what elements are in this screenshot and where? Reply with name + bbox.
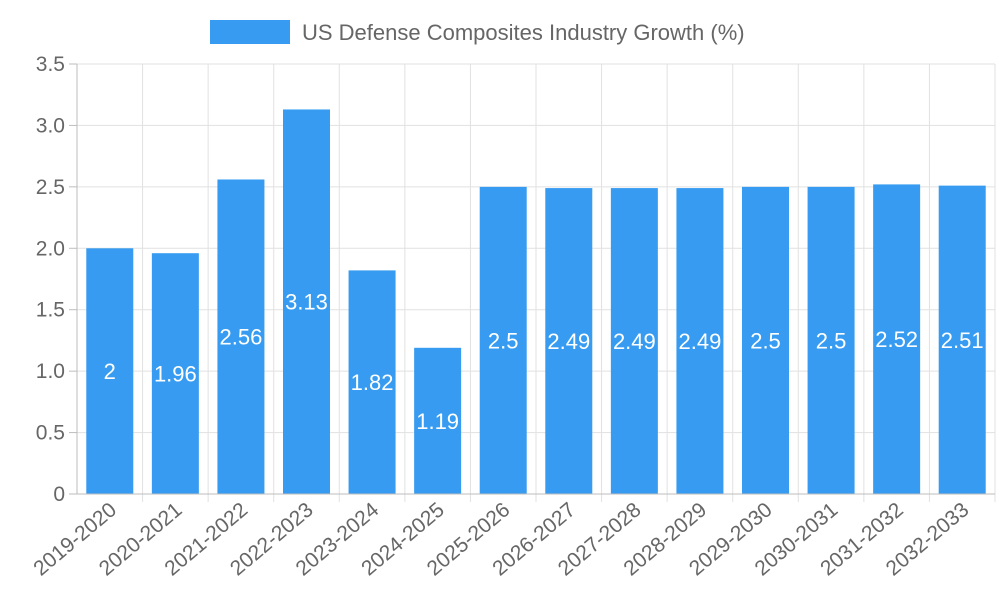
y-tick-label: 1.0 (36, 360, 65, 383)
bar[interactable] (414, 347, 462, 494)
bar-value-label: 2.5 (488, 328, 519, 353)
bar[interactable] (545, 188, 593, 495)
y-tick-label: 3.5 (36, 53, 65, 76)
bars (86, 109, 986, 495)
bar[interactable] (807, 186, 855, 494)
y-tick-label: 2.0 (36, 237, 65, 260)
bar-value-label: 2 (104, 359, 116, 384)
legend[interactable]: US Defense Composites Industry Growth (%… (210, 20, 745, 45)
bar[interactable] (938, 185, 986, 494)
bar-value-label: 2.51 (941, 328, 984, 353)
legend-swatch[interactable] (210, 20, 290, 44)
bar-value-label: 2.5 (816, 328, 847, 353)
bar[interactable] (283, 109, 330, 494)
bar-value-label: 2.56 (220, 325, 263, 350)
legend-label[interactable]: US Defense Composites Industry Growth (%… (302, 20, 745, 45)
bar-value-label: 2.5 (750, 328, 781, 353)
bar[interactable] (610, 188, 658, 495)
bar[interactable] (348, 270, 396, 494)
bar[interactable] (479, 186, 527, 494)
y-tick-label: 3.0 (36, 114, 65, 137)
bar-value-label: 2.49 (679, 329, 722, 354)
bar-value-label: 1.82 (351, 370, 394, 395)
y-tick-label: 0 (53, 483, 65, 506)
bar[interactable] (676, 188, 724, 495)
data-labels: 2 1.962.563.131.821.192.5 2.49 2.49 2.49 2.5 2… (104, 290, 984, 434)
y-tick-label: 0.5 (36, 422, 65, 445)
bar-value-label: 2.49 (613, 329, 656, 354)
bar-value-label: 2.49 (547, 329, 590, 354)
bar[interactable] (742, 186, 789, 494)
bar[interactable] (873, 184, 921, 494)
bar-value-label: 1.19 (416, 409, 459, 434)
bar[interactable] (217, 179, 265, 494)
grid (77, 63, 996, 502)
bar-value-label: 1.96 (154, 362, 197, 387)
bar-value-label: 3.13 (285, 290, 328, 315)
bar[interactable] (86, 248, 134, 494)
bar-value-label: 2.52 (875, 327, 918, 352)
y-tick-label: 1.5 (36, 299, 65, 322)
bar[interactable] (151, 253, 199, 494)
y-tick-label: 2.5 (36, 176, 65, 199)
